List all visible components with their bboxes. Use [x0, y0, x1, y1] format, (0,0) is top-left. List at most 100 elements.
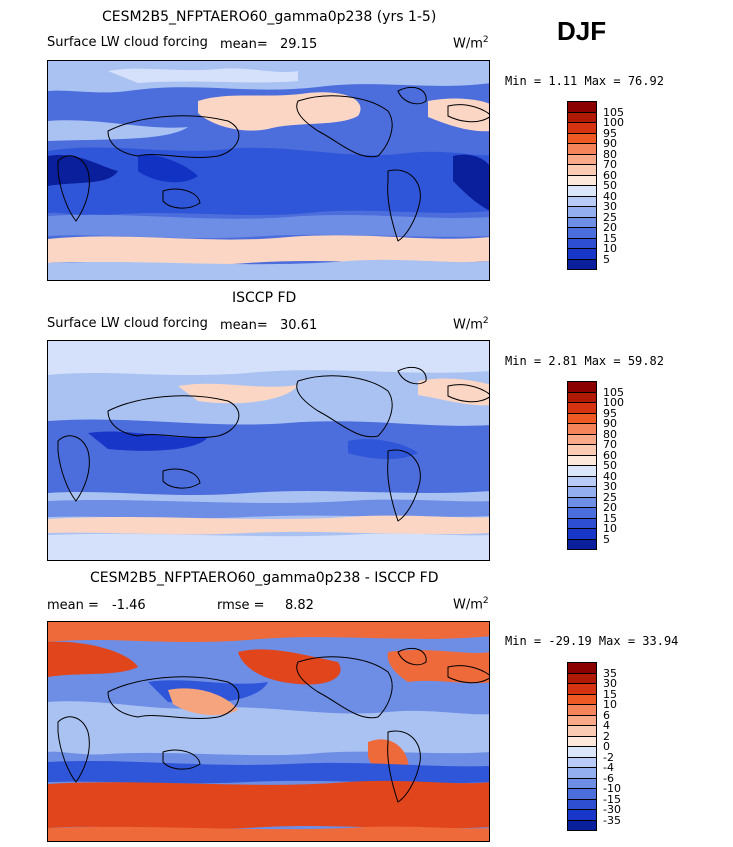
colorbar-swatch [567, 538, 597, 550]
panel3-mean-label: mean = [47, 598, 99, 613]
colorbar-tick-label: 15 [603, 511, 617, 525]
panel2-asia [107, 395, 240, 438]
panel1-mean-label: mean= [220, 37, 268, 52]
panel3-ssub-blue [48, 761, 489, 784]
panel3-colorbar: 35 30 15 10 6 4 2 0 -2 -4 -6 -10 -15 -30 -35 [567, 662, 647, 837]
colorbar-tick-label: 30 [603, 480, 617, 493]
panel3-rmse-label: rmse = [217, 598, 265, 613]
units-text: W/m [453, 317, 483, 333]
panel3-south-america [387, 730, 421, 803]
panel1-southern-pink [48, 235, 489, 265]
panel3-map [47, 621, 490, 842]
colorbar-tick-label: 50 [603, 179, 617, 192]
panel2-map [47, 340, 490, 561]
panel2-mean-label: mean= [220, 318, 268, 333]
panel1-variable: Surface LW cloud forcing [47, 35, 208, 50]
colorbar-tick-label: 90 [603, 137, 617, 150]
panel3-map-svg [48, 622, 489, 841]
units-text: W/m [453, 36, 483, 52]
colorbar-tick-label: -2 [603, 750, 614, 764]
colorbar-tick-label: 10 [603, 698, 617, 711]
panel2-tropics [48, 419, 489, 495]
units-text: W/m [453, 597, 483, 613]
panel2-npacific-pink [178, 383, 298, 404]
panel1-antarctic [48, 259, 489, 280]
panel1-map-svg [48, 61, 489, 280]
colorbar-tick-label: -35 [603, 813, 621, 827]
panel3-mean-value: -1.46 [112, 598, 146, 613]
panel1-asia [107, 115, 240, 158]
colorbar-tick-label: -4 [603, 761, 614, 774]
colorbar-tick-label: 70 [603, 158, 617, 171]
colorbar-tick-label: 5 [603, 532, 610, 546]
panel3-rmse-value: 8.82 [285, 598, 314, 613]
panel3-natl-red [387, 650, 489, 684]
colorbar-tick-label: 105 [603, 105, 624, 119]
units-exponent: 2 [482, 35, 489, 45]
panel2-coastlines [57, 366, 489, 522]
panel1-mean-value: 29.15 [280, 37, 318, 52]
panel1-europe [447, 104, 489, 123]
panel2-variable: Surface LW cloud forcing [47, 316, 208, 331]
panel1-arctic-pale [108, 68, 298, 83]
colorbar-swatch [567, 258, 597, 270]
colorbar-tick-label: 30 [603, 200, 617, 213]
colorbar-tick-label: 80 [603, 147, 617, 161]
panel3-greenland [397, 647, 427, 666]
colorbar-tick-label: 4 [603, 719, 610, 732]
colorbar-tick-label: 95 [603, 126, 617, 140]
panel2-antarctic [48, 533, 489, 560]
panel1-colorbar: 105 100 95 90 80 70 60 50 40 30 25 20 15 10 5 [567, 101, 647, 276]
panel2-greenland [397, 366, 427, 385]
panel1-south-america [387, 169, 421, 242]
colorbar-tick-label: 100 [603, 116, 624, 129]
colorbar-tick-label: 15 [603, 687, 617, 701]
panel1-atlantic-deep [453, 154, 489, 211]
panel1-nsub-light [48, 120, 188, 141]
panel1-coastlines [57, 86, 489, 242]
colorbar-tick-label: 25 [603, 210, 617, 224]
panel3-australia [162, 749, 201, 770]
units-exponent: 2 [482, 596, 489, 606]
colorbar-tick-label: 80 [603, 427, 617, 441]
panel3-africa [57, 716, 90, 783]
panel1-north-america [296, 95, 393, 158]
colorbar-tick-label: 70 [603, 438, 617, 451]
panel1-title: CESM2B5_NFPTAERO60_gamma0p238 (yrs 1-5) [102, 9, 437, 25]
colorbar-tick-label: 10 [603, 522, 617, 535]
panel2-europe [447, 384, 489, 403]
panel1-minmax: Min = 1.11 Max = 76.92 [505, 74, 664, 88]
colorbar-tick-label: 30 [603, 677, 617, 690]
panel2-indo-deep [88, 431, 208, 451]
colorbar-tick-label: -15 [603, 792, 621, 806]
panel1-australia [162, 188, 201, 209]
panel2-arctic-pale [48, 341, 489, 375]
panel3-wpac-orange [168, 688, 238, 716]
colorbar-tick-label: 60 [603, 448, 617, 462]
colorbar-tick-label: 0 [603, 740, 610, 753]
colorbar-tick-label: 40 [603, 469, 617, 483]
panel3-units: W/m2 [453, 596, 489, 612]
colorbar-tick-label: -30 [603, 803, 621, 816]
colorbar-swatch [567, 819, 597, 831]
colorbar-tick-label: 40 [603, 189, 617, 203]
units-exponent: 2 [482, 316, 489, 326]
colorbar-tick-label: 105 [603, 385, 624, 399]
colorbar-tick-label: 95 [603, 406, 617, 420]
colorbar-tick-label: 50 [603, 459, 617, 472]
panel2-australia [162, 468, 201, 489]
panel3-antarctic-red [48, 826, 489, 841]
colorbar-tick-label: 5 [603, 252, 610, 266]
panel1-npacific-pink [198, 92, 361, 131]
panel1-units: W/m2 [453, 35, 489, 51]
colorbar-tick-label: 25 [603, 490, 617, 504]
colorbar-tick-label: 10 [603, 242, 617, 255]
panel2-natlantic-pink [418, 378, 489, 406]
panel2-epac-deep [348, 439, 418, 460]
season-label: DJF [557, 16, 607, 46]
panel2-map-svg [48, 341, 489, 560]
panel3-eurasia-red [48, 641, 138, 677]
colorbar-tick-label: -10 [603, 782, 621, 795]
colorbar-tick-label: 20 [603, 221, 617, 234]
colorbar-tick-label: 35 [603, 666, 617, 680]
